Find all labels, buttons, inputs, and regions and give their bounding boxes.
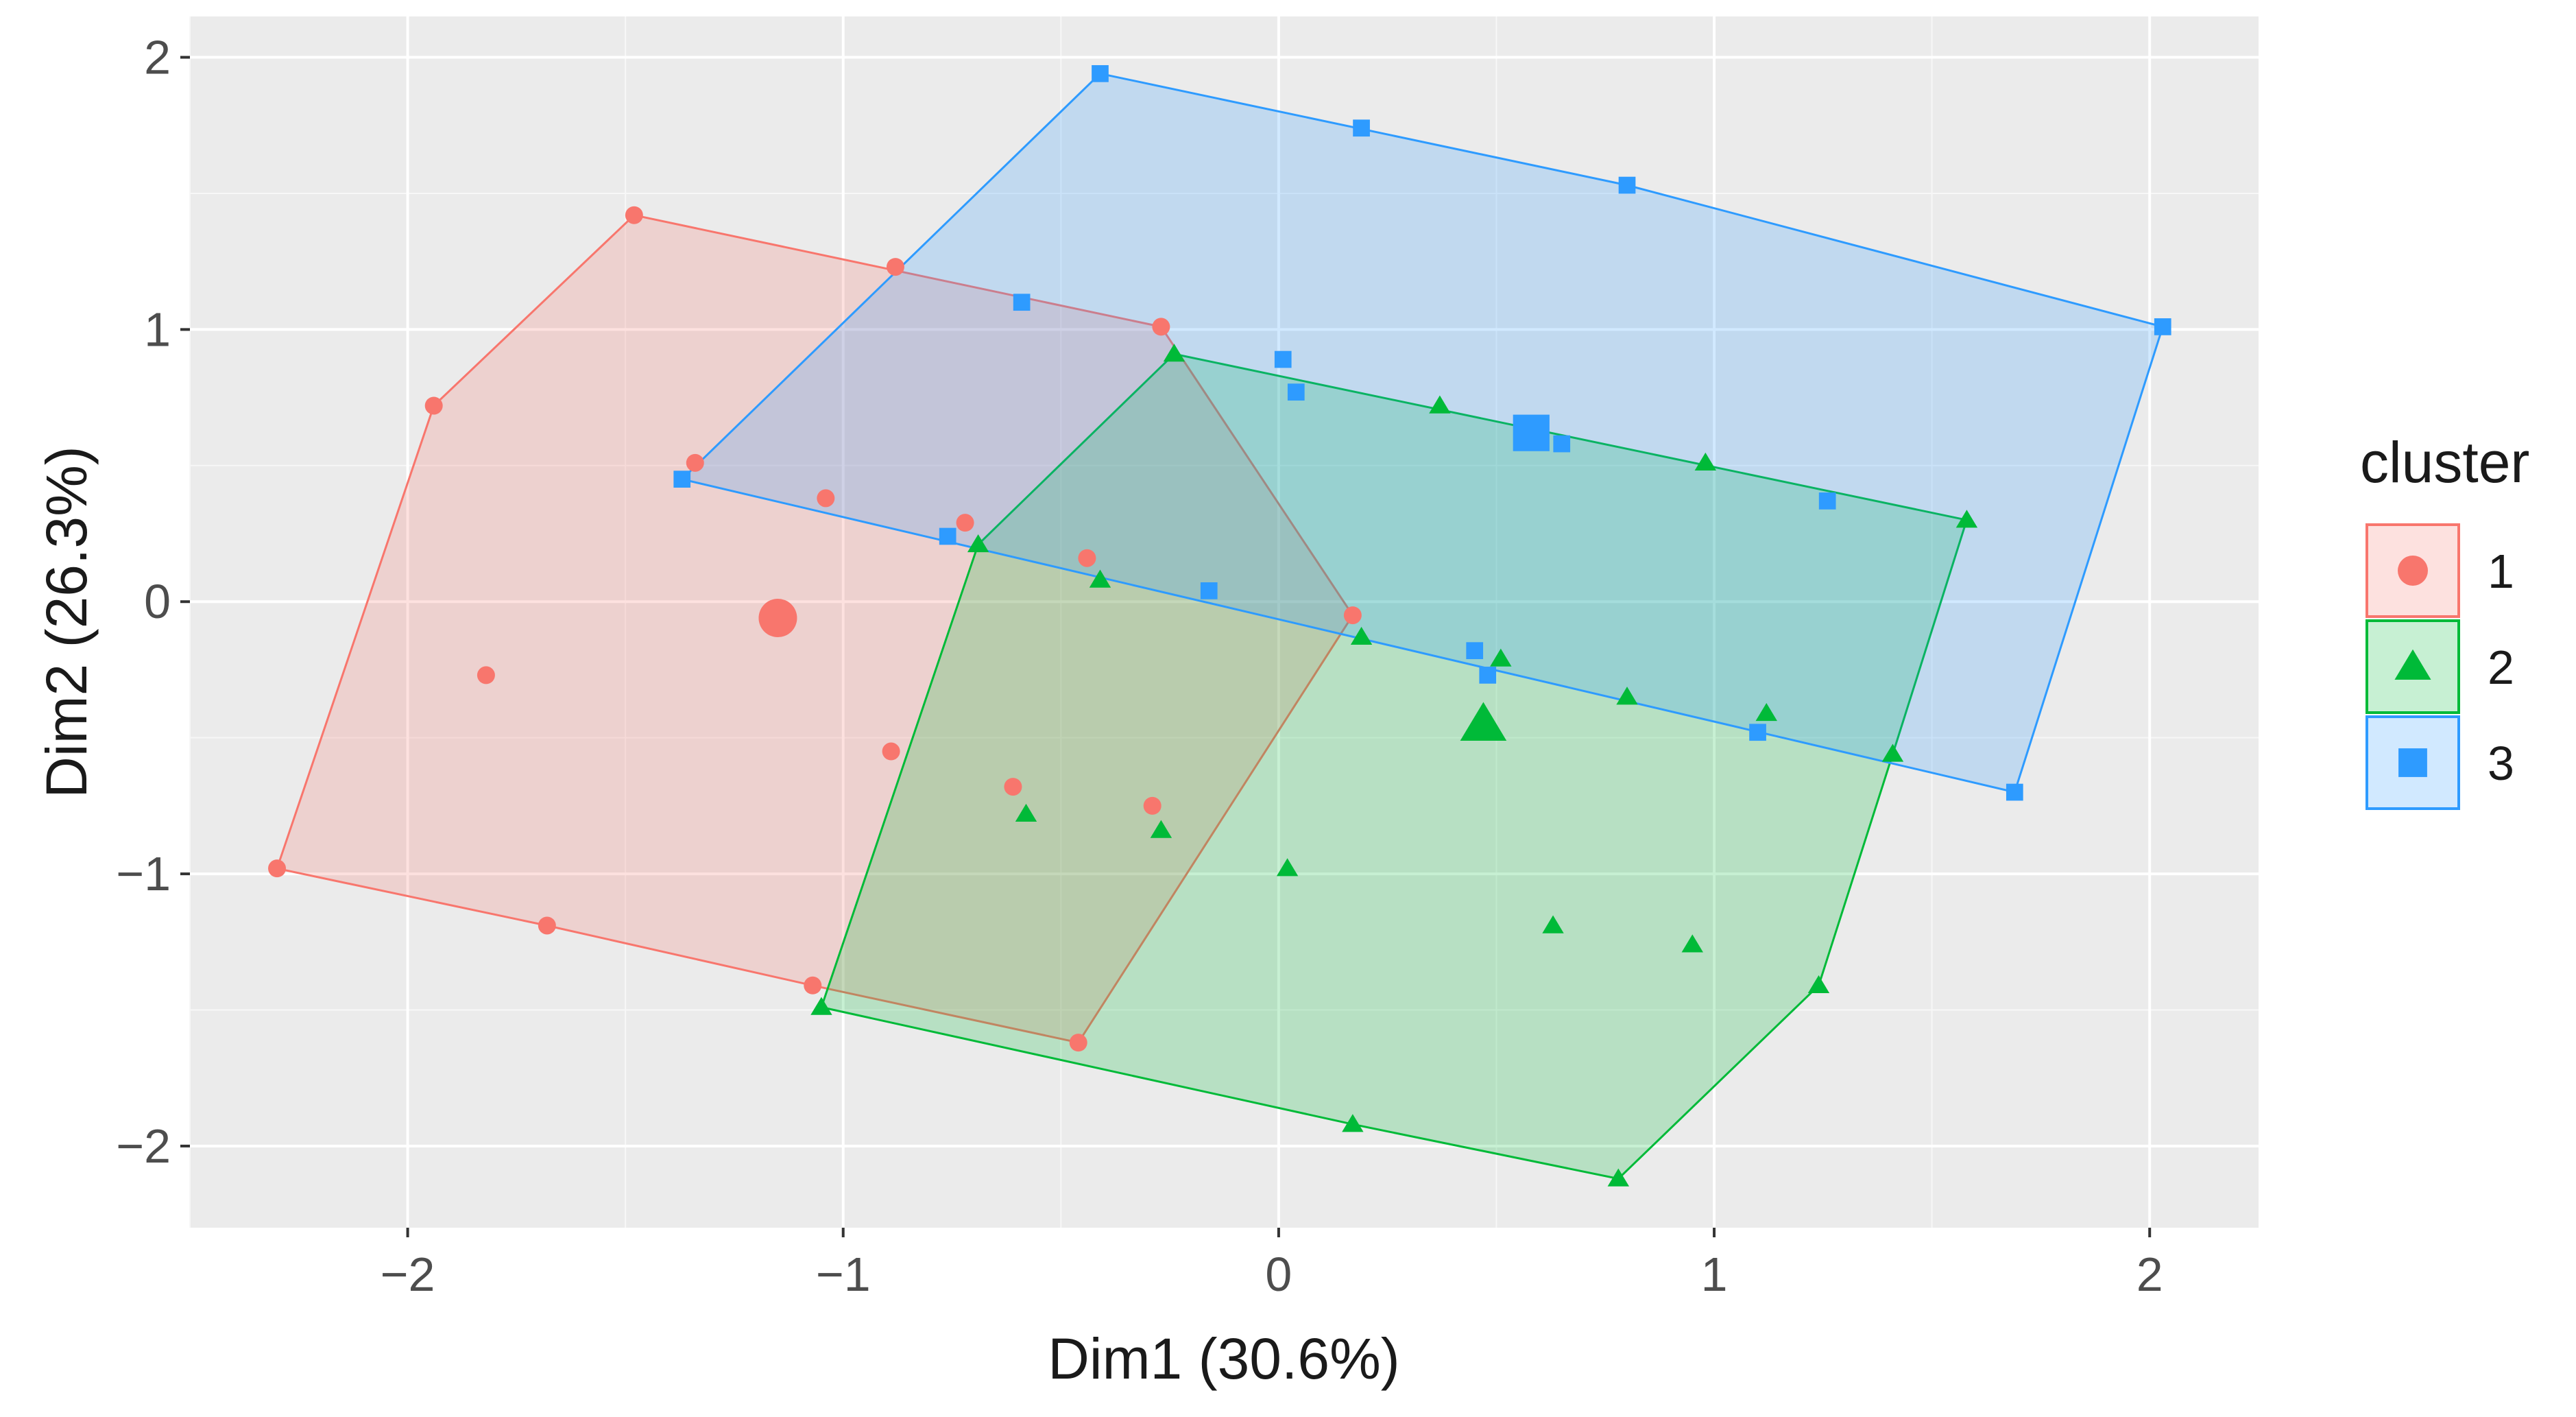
y-tick-label: 2 bbox=[144, 31, 171, 84]
legend: cluster 1 2 3 bbox=[2360, 430, 2529, 810]
cluster-2-point bbox=[1807, 975, 1830, 994]
legend-label-3: 3 bbox=[2488, 737, 2514, 790]
cluster-3-point bbox=[1553, 435, 1571, 453]
cluster-2-point bbox=[1350, 626, 1373, 645]
cluster-3-point bbox=[1200, 582, 1218, 599]
x-axis-label: Dim1 (30.6%) bbox=[1048, 1326, 1399, 1391]
cluster-3-point bbox=[2154, 318, 2171, 335]
panel-background bbox=[190, 16, 2259, 1228]
x-tick-label: 1 bbox=[1701, 1248, 1728, 1301]
cluster-2-point bbox=[1616, 687, 1638, 705]
x-tick-label: 0 bbox=[1265, 1248, 1292, 1301]
cluster-2-point bbox=[1881, 743, 1904, 762]
cluster-1-point bbox=[538, 916, 556, 935]
cluster-1-point bbox=[1343, 606, 1362, 625]
cluster-3-point bbox=[1479, 667, 1497, 684]
cluster-2-point bbox=[1755, 702, 1777, 722]
cluster-1-point bbox=[882, 742, 900, 761]
cluster-1-point bbox=[1078, 549, 1096, 567]
cluster-2-point bbox=[1015, 803, 1037, 822]
cluster-3-point bbox=[2006, 783, 2023, 801]
cluster-2-point bbox=[1490, 648, 1512, 667]
y-tick-label: 1 bbox=[144, 302, 171, 356]
cluster-2-point bbox=[810, 997, 832, 1015]
cluster-1-point bbox=[1069, 1034, 1087, 1052]
cluster-3-point bbox=[1092, 64, 1109, 82]
cluster-hulls bbox=[276, 72, 2165, 1180]
cluster-3-point bbox=[1818, 492, 1836, 510]
cluster-2-point bbox=[1542, 915, 1564, 933]
cluster-2-point bbox=[1694, 452, 1717, 471]
cluster-1-point bbox=[686, 453, 704, 472]
cluster-3-point bbox=[1013, 294, 1031, 311]
x-tick-label: 2 bbox=[2136, 1248, 2163, 1301]
cluster-2-point bbox=[1150, 820, 1172, 838]
cluster-1-point bbox=[1004, 778, 1022, 796]
cluster-3-point bbox=[1749, 724, 1766, 741]
legend-symbol-2 bbox=[2394, 649, 2431, 680]
cluster-centroids bbox=[758, 414, 1550, 741]
y-tick-label: −1 bbox=[116, 847, 171, 901]
legend-symbol-3 bbox=[2398, 748, 2427, 777]
cluster-3-hull bbox=[679, 72, 2165, 794]
cluster-2-point bbox=[1429, 395, 1451, 414]
cluster-1-point bbox=[804, 976, 822, 995]
x-axis-ticks: −2 −1 0 1 2 bbox=[381, 1228, 2163, 1301]
cluster-2-point bbox=[967, 534, 989, 553]
minor-gridlines bbox=[189, 16, 2259, 1228]
cluster-1-point bbox=[956, 514, 974, 532]
legend-title: cluster bbox=[2360, 430, 2529, 495]
major-gridlines bbox=[190, 16, 2259, 1228]
legend-label-1: 1 bbox=[2488, 545, 2514, 598]
cluster-2-point bbox=[1163, 344, 1185, 362]
cluster-1-point bbox=[1143, 796, 1161, 815]
cluster-3-centroid bbox=[1513, 414, 1550, 451]
cluster-3-point bbox=[673, 471, 691, 488]
cluster-1-point bbox=[1152, 318, 1170, 336]
cluster-3-point bbox=[1466, 642, 1484, 660]
x-tick-label: −1 bbox=[816, 1248, 871, 1301]
x-tick-label: −2 bbox=[381, 1248, 435, 1301]
cluster-1-point bbox=[886, 258, 904, 276]
cluster-2-centroid bbox=[1460, 702, 1507, 741]
cluster-2-point bbox=[1955, 510, 1978, 528]
cluster-2-point bbox=[1342, 1114, 1364, 1132]
y-tick-label: −2 bbox=[116, 1119, 171, 1173]
legend-label-2: 2 bbox=[2488, 641, 2514, 694]
y-axis-label: Dim2 (26.3%) bbox=[34, 446, 99, 798]
y-tick-label: 0 bbox=[144, 575, 171, 628]
data-points bbox=[268, 64, 2171, 1187]
cluster-1-point bbox=[268, 859, 287, 878]
y-axis-ticks: −2 −1 0 1 2 bbox=[116, 31, 190, 1173]
cluster-1-point bbox=[817, 489, 835, 508]
cluster-1-point bbox=[625, 206, 643, 224]
cluster-1-centroid bbox=[758, 599, 797, 638]
cluster-3-point bbox=[1353, 119, 1370, 137]
cluster-2-point bbox=[1607, 1168, 1630, 1187]
cluster-2-point bbox=[1276, 858, 1299, 877]
cluster-3-point bbox=[939, 527, 956, 545]
cluster-2-point bbox=[1089, 569, 1111, 588]
legend-key-2 bbox=[2366, 619, 2460, 714]
cluster-3-point bbox=[1287, 383, 1305, 401]
cluster-1-point bbox=[477, 666, 495, 684]
legend-symbol-1 bbox=[2398, 556, 2428, 586]
cluster-2-point bbox=[1681, 934, 1703, 953]
cluster-3-point bbox=[1274, 350, 1292, 368]
cluster-1-point bbox=[424, 396, 443, 415]
cluster-3-point bbox=[1618, 176, 1636, 194]
